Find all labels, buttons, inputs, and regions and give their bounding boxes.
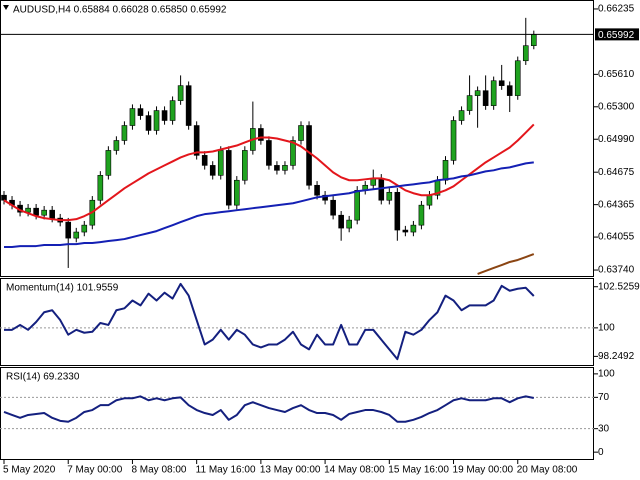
candle-body xyxy=(73,231,80,239)
y-tick-label: 0.66235 xyxy=(598,4,635,15)
candle-body xyxy=(330,199,336,216)
candle-body xyxy=(474,90,481,96)
x-tick-label: 13 May 00:00 xyxy=(260,465,321,476)
series-line xyxy=(477,253,535,275)
series-line xyxy=(4,161,534,249)
pane-title: Momentum(14) 101.9559 xyxy=(6,283,119,294)
candle-body xyxy=(386,191,393,201)
candle-body xyxy=(233,179,240,206)
momentum-pane xyxy=(0,278,594,366)
candle-body xyxy=(306,125,312,186)
candle-body xyxy=(394,191,401,231)
candle-body xyxy=(346,219,352,229)
candle-body xyxy=(418,204,425,226)
candle-body xyxy=(298,125,304,141)
candle-body xyxy=(217,150,224,176)
y-tick-label: 0.64365 xyxy=(598,199,635,210)
candle-body xyxy=(522,45,529,62)
candle-body xyxy=(169,100,176,121)
rsi-pane xyxy=(0,367,594,460)
candle-body xyxy=(81,224,88,233)
x-tick-label: 5 May 2020 xyxy=(3,465,56,476)
candle-body xyxy=(153,110,160,131)
y-tick-label: 0.63740 xyxy=(598,265,635,276)
candle-body xyxy=(482,90,489,106)
candle-body xyxy=(258,128,264,141)
menu-arrow xyxy=(3,5,9,10)
candle-body xyxy=(121,125,128,141)
candle-body xyxy=(354,189,361,221)
candle-body xyxy=(530,34,537,46)
candle-body xyxy=(41,209,47,216)
candle-body xyxy=(209,165,216,176)
y-tick-label: 98.2492 xyxy=(598,351,635,362)
candle-body xyxy=(290,140,296,166)
candle-body xyxy=(185,85,192,126)
candle-body xyxy=(426,194,433,206)
candle-body xyxy=(113,140,120,151)
candle-body xyxy=(274,165,280,171)
main-pane xyxy=(0,0,594,277)
y-tick-label: 0.64675 xyxy=(598,167,635,178)
candle-body xyxy=(410,224,417,233)
y-tick-label: 70 xyxy=(598,392,610,403)
candle-body xyxy=(105,150,112,176)
candle-body xyxy=(129,108,136,126)
candle-body xyxy=(466,95,473,111)
series-line xyxy=(4,282,535,361)
y-tick-label: 0.65300 xyxy=(598,101,635,112)
candle-body xyxy=(506,85,513,96)
candle-body xyxy=(65,221,72,239)
x-tick-label: 19 May 00:00 xyxy=(453,465,514,476)
x-tick-label: 15 May 16:00 xyxy=(388,465,449,476)
candle-body xyxy=(33,207,39,216)
candle-body xyxy=(402,229,409,233)
candle-body xyxy=(490,80,497,106)
candle-body xyxy=(450,120,457,161)
y-tick-label: 100 xyxy=(598,369,615,380)
y-tick-label: 0.64990 xyxy=(598,134,635,145)
candle-body xyxy=(314,184,320,196)
y-tick-label: 102.5259 xyxy=(598,281,640,292)
candle-body xyxy=(338,214,344,229)
candle-body xyxy=(442,160,449,181)
y-tick-label: 30 xyxy=(598,423,610,434)
candle-body xyxy=(225,150,232,206)
candle-body xyxy=(49,209,55,219)
price-label: 0.65992 xyxy=(598,30,635,41)
candle-body xyxy=(201,155,208,166)
candle-body xyxy=(282,165,288,171)
x-tick-label: 11 May 16:00 xyxy=(196,465,256,476)
candle-body xyxy=(193,125,200,156)
x-tick-label: 14 May 08:00 xyxy=(324,465,385,476)
y-tick-label: 0.64055 xyxy=(598,232,635,243)
candle-body xyxy=(242,150,248,181)
y-tick-label: 0.65610 xyxy=(598,69,635,80)
price-label-box xyxy=(595,28,639,41)
y-tick-label: 0 xyxy=(598,447,604,458)
x-tick-label: 20 May 08:00 xyxy=(517,465,578,476)
series-line xyxy=(3,395,534,423)
candle-body xyxy=(137,108,144,116)
candle-body xyxy=(322,194,328,201)
candle-body xyxy=(458,110,465,121)
candle-body xyxy=(177,85,184,101)
candle-body xyxy=(161,110,168,121)
candle-body xyxy=(498,80,505,86)
candle-body xyxy=(514,60,521,96)
candle-body xyxy=(266,140,272,166)
candle-body xyxy=(145,115,152,131)
pane-title: AUDUSD,H4 0.65884 0.66028 0.65850 0.6599… xyxy=(13,5,227,16)
x-tick-label: 7 May 00:00 xyxy=(67,465,122,476)
series-line xyxy=(3,123,535,222)
candle-body xyxy=(97,175,104,201)
candle-body xyxy=(1,194,7,201)
y-tick-label: 100 xyxy=(598,323,615,334)
x-tick-label: 8 May 08:00 xyxy=(131,465,186,476)
pane-title: RSI(14) 69.2330 xyxy=(6,372,80,383)
